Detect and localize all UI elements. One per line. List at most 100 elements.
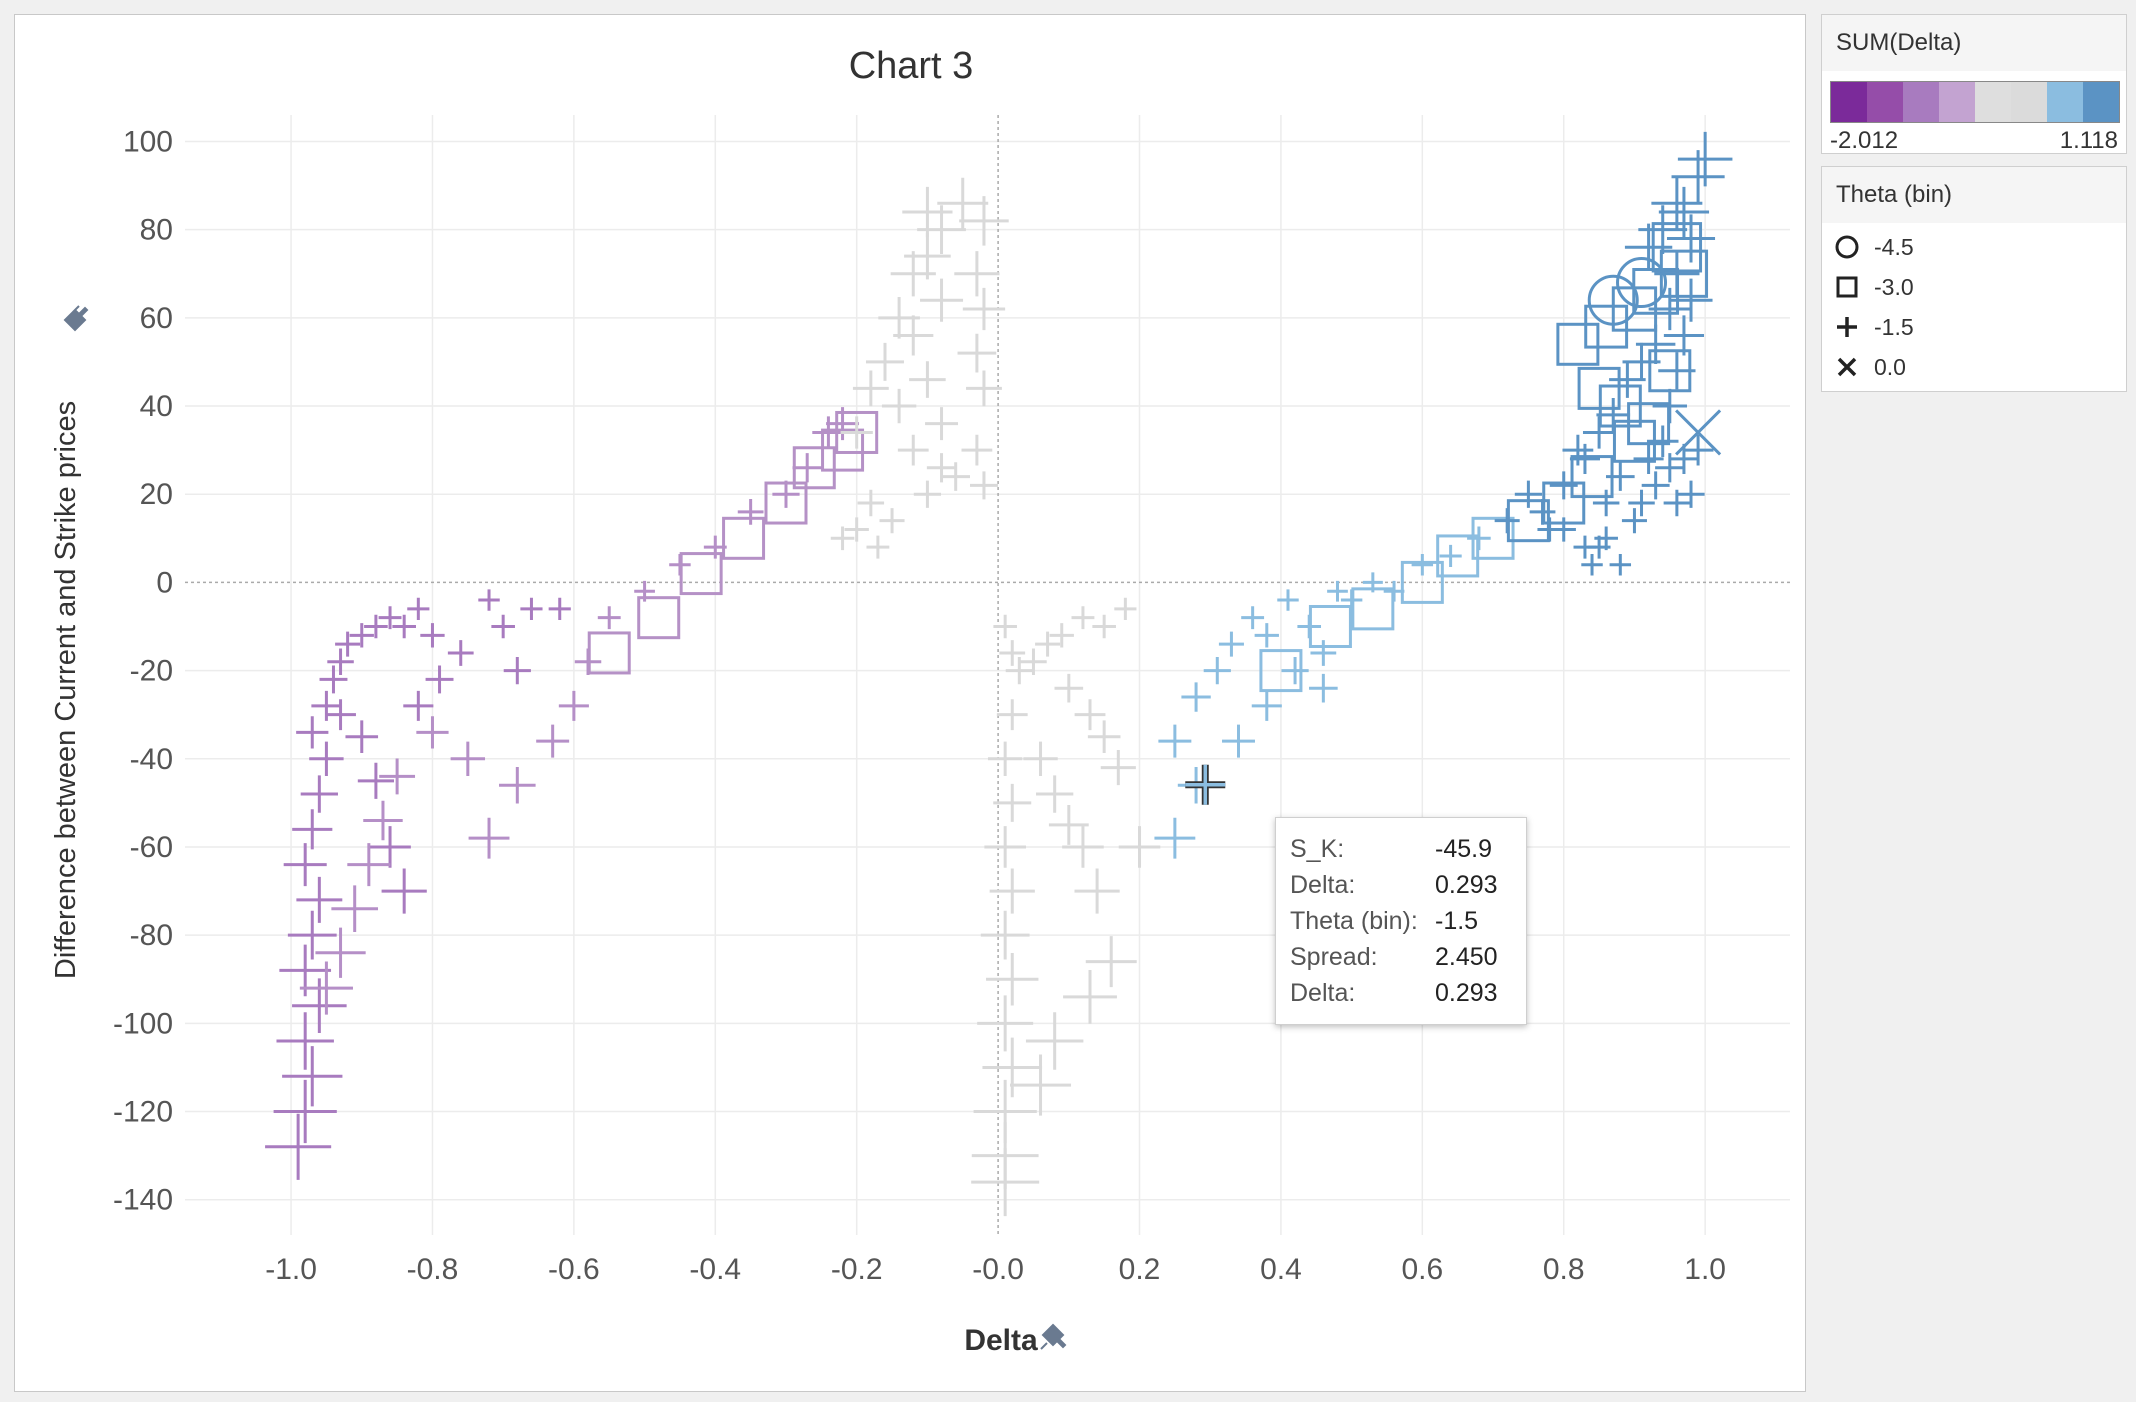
data-point-plus: [897, 434, 929, 466]
data-point-square: [1648, 349, 1692, 393]
data-point-square: [1400, 560, 1444, 604]
data-point-plus: [1569, 443, 1600, 474]
data-point-plus: [1514, 480, 1542, 508]
shape-legend-label: 0.0: [1874, 353, 1906, 380]
y-tick-label: -40: [130, 743, 173, 776]
scatter-chart[interactable]: -1.0 -0.8 -0.6 -0.4 -0.2 -0.0 0.2 0.4 0.6 0.8 1.0 1…: [15, 15, 1805, 1391]
data-point-plus: [311, 690, 342, 721]
data-point-square: [1651, 222, 1703, 273]
data-point-plus: [980, 910, 1030, 960]
data-point-square: [792, 446, 836, 490]
data-point-plus: [830, 526, 855, 551]
data-point-plus: [478, 589, 500, 611]
y-axis-pin-icon[interactable]: [63, 305, 89, 332]
data-point-square: [835, 410, 879, 454]
data-point-plus: [852, 370, 889, 407]
data-point-square: [1308, 604, 1352, 648]
chart-title: Chart 3: [849, 45, 974, 87]
data-point-plus: [381, 868, 427, 914]
data-point-plus: [1562, 434, 1594, 466]
color-legend[interactable]: SUM(Delta) -2.012 1.118: [1821, 14, 2127, 154]
color-ramp-step: [1975, 82, 2011, 122]
data-point-plus: [1036, 775, 1074, 813]
data-point-plus: [966, 370, 1002, 407]
data-point-plus: [1277, 589, 1299, 611]
data-point-plus: [379, 758, 416, 795]
color-legend-min: -2.012: [1830, 127, 1899, 154]
tooltip-value: 0.293: [1435, 979, 1498, 1007]
data-point-plus: [392, 614, 416, 639]
data-point-plus: [957, 333, 997, 373]
data-point-plus: [283, 843, 327, 887]
data-point-plus: [335, 631, 361, 657]
data-point-plus: [1118, 826, 1161, 868]
data-point-plus: [982, 1037, 1043, 1098]
shape-legend-item-plus[interactable]: -1.5: [1834, 309, 1914, 345]
data-point-plus: [1638, 205, 1688, 255]
data-point-plus: [987, 741, 1023, 776]
data-point-plus: [425, 665, 454, 694]
data-point-plus: [792, 453, 822, 483]
x-tick-label: 0.2: [1119, 1253, 1161, 1286]
data-point-plus: [993, 783, 1032, 822]
shape-legend-item-square[interactable]: -3.0: [1834, 269, 1914, 305]
data-point-plus: [357, 762, 395, 799]
data-point-plus: [890, 251, 936, 297]
tooltip-value: -45.9: [1435, 835, 1492, 863]
data-point-square: [1598, 384, 1642, 428]
data-point-plus: [1023, 741, 1058, 776]
data-point-plus: [1074, 868, 1120, 914]
x-tick-label: -0.2: [831, 1253, 883, 1286]
data-point-plus: [309, 741, 344, 776]
color-ramp-step: [1903, 82, 1939, 122]
data-point-plus: [403, 690, 434, 721]
data-point-plus: [345, 720, 379, 754]
x-tick-label: -1.0: [265, 1253, 317, 1286]
shape-legend-label: -1.5: [1874, 313, 1914, 340]
color-ramp-step: [2011, 82, 2047, 122]
color-ramp-step: [1867, 82, 1903, 122]
x-axis-pin-icon[interactable]: [1040, 1323, 1067, 1350]
data-point-plus: [319, 665, 348, 694]
data-point-plus: [520, 597, 543, 620]
data-point-plus: [265, 1113, 332, 1180]
shape-legend-label: -3.0: [1874, 273, 1914, 300]
data-point-plus: [1154, 817, 1196, 859]
data-point-plus: [840, 416, 873, 449]
y-tick-label: -20: [130, 655, 173, 688]
data-point-plus: [917, 205, 966, 255]
data-point-plus: [296, 716, 329, 749]
tooltip: S_K: -45.9 Delta: 0.293 Theta (bin): -1.…: [1275, 817, 1527, 1025]
x-tick-label: 0.6: [1401, 1253, 1443, 1286]
data-point-square: [1259, 649, 1303, 693]
data-point-plus: [1609, 554, 1632, 576]
data-point-plus: [909, 361, 946, 398]
shape-legend-item-circle[interactable]: -4.5: [1834, 229, 1914, 265]
color-ramp: [1830, 81, 2120, 123]
data-point-square: [679, 552, 723, 596]
tooltip-value: 2.450: [1435, 943, 1498, 971]
tooltip-key: Delta:: [1290, 871, 1356, 899]
data-point-plus: [1010, 1054, 1072, 1116]
x-tick-label: -0.4: [689, 1253, 741, 1286]
data-point-plus: [1651, 177, 1703, 229]
data-point-plus: [925, 407, 959, 441]
data-point-plus: [1646, 425, 1679, 458]
data-point-plus: [1411, 554, 1434, 576]
axis-layer: -1.0 -0.8 -0.6 -0.4 -0.2 -0.0 0.2 0.4 0.6 0.8 1.0 1…: [113, 115, 1790, 1286]
data-point-plus: [282, 1046, 343, 1107]
data-point-square: [1351, 587, 1395, 631]
data-point-plus: [986, 953, 1039, 1006]
data-point-plus: [1218, 631, 1244, 657]
shape-legend-item-x[interactable]: 0.0: [1834, 349, 1906, 385]
data-point-square: [1542, 481, 1586, 525]
color-ramp-step: [1831, 82, 1867, 122]
data-point-plus: [1594, 526, 1618, 551]
data-point-plus: [812, 416, 845, 449]
shape-legend[interactable]: Theta (bin) -4.5 -3.0 -1.5 0.0: [1821, 166, 2127, 392]
data-point-plus: [941, 462, 971, 491]
data-point-plus: [1621, 508, 1647, 534]
data-point-square: [1556, 322, 1600, 366]
data-point-plus: [331, 885, 379, 933]
data-point-plus: [300, 775, 338, 813]
